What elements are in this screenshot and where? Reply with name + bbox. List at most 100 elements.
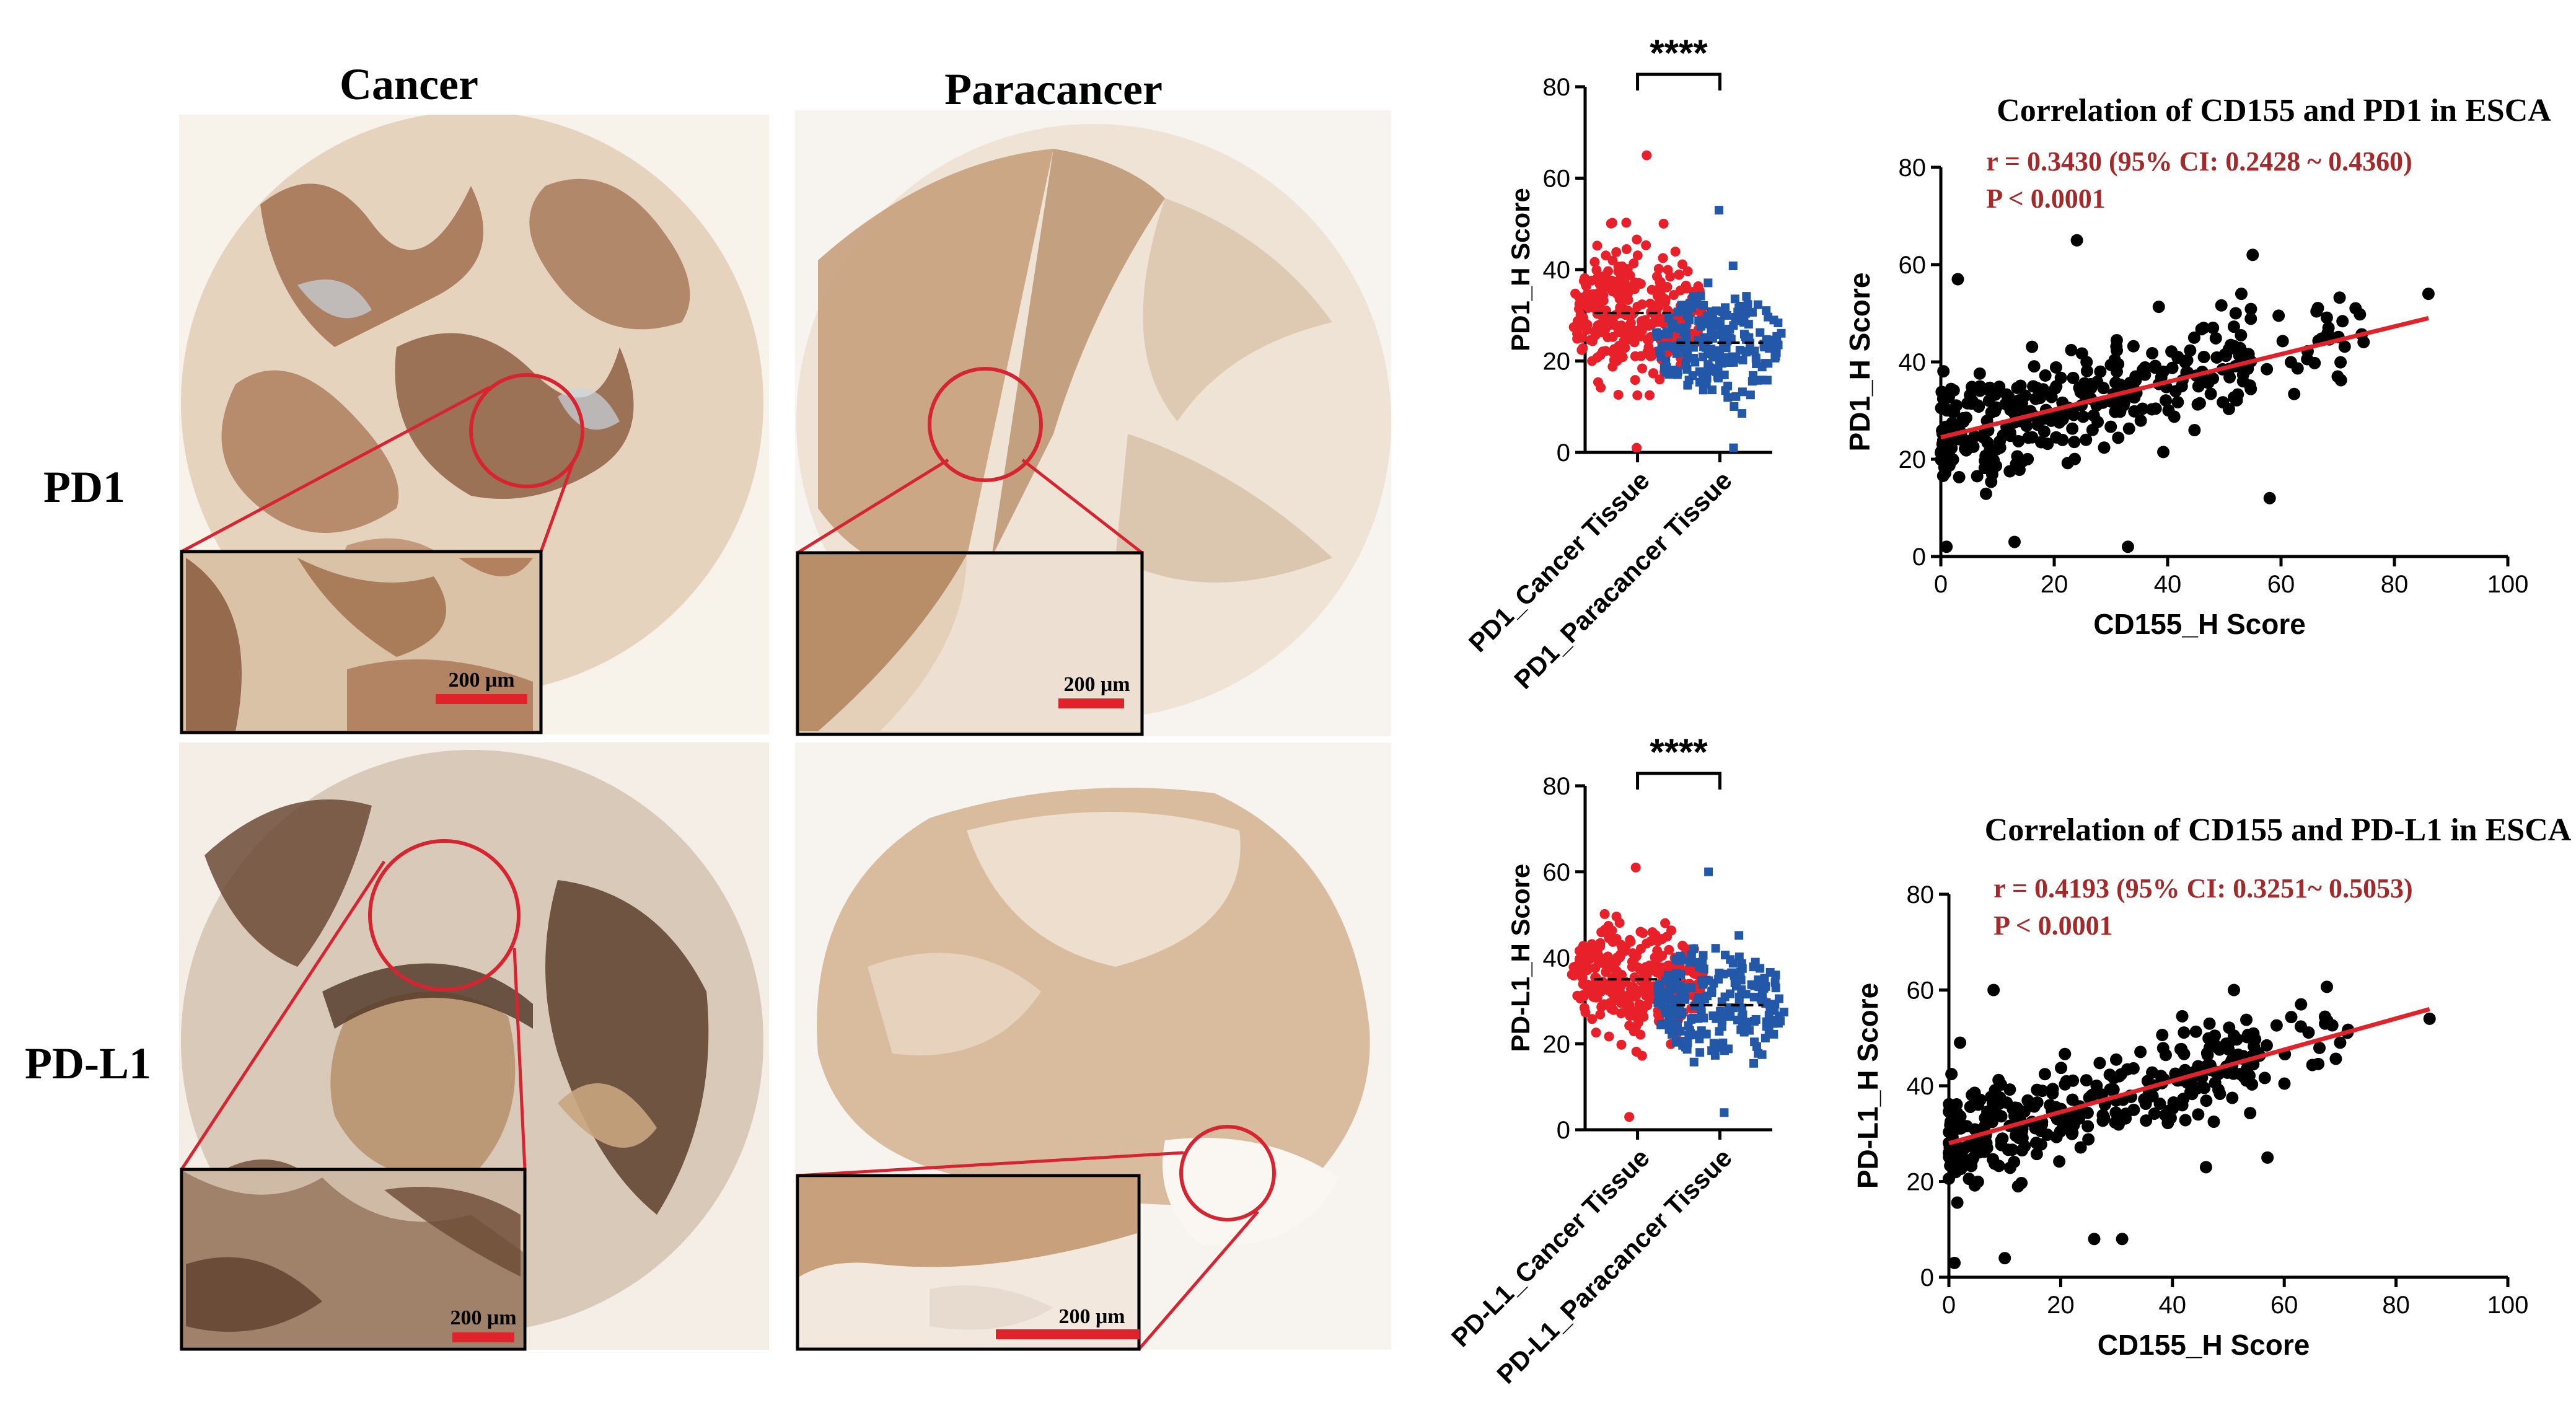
scalebar-label: 200 μm — [1058, 1305, 1125, 1328]
data-point — [1624, 999, 1635, 1010]
data-point — [1576, 952, 1587, 962]
data-point — [2070, 234, 2083, 247]
x-tick-label: 60 — [2270, 1292, 2298, 1319]
data-point — [1726, 1012, 1735, 1021]
data-point — [2197, 350, 2210, 363]
data-point — [2107, 1083, 2120, 1096]
data-point — [2318, 1010, 2331, 1023]
data-point — [2168, 410, 2181, 423]
data-point — [2306, 1058, 2319, 1072]
data-point — [1998, 1252, 2011, 1265]
data-point — [1714, 206, 1723, 215]
data-point — [2091, 415, 2104, 428]
data-point — [1750, 346, 1759, 356]
data-point — [1992, 1073, 2005, 1086]
data-point — [1750, 1037, 1759, 1047]
data-point — [2207, 322, 2220, 335]
data-point — [2334, 356, 2347, 369]
y-axis-label: PD-L1_H Score — [1852, 983, 1884, 1189]
data-point — [1960, 1120, 1973, 1133]
data-point — [1577, 972, 1588, 983]
data-point — [1779, 1008, 1788, 1017]
data-point — [1771, 351, 1780, 361]
data-point — [1985, 468, 1998, 481]
data-point — [1742, 1018, 1751, 1027]
data-point — [2080, 364, 2093, 377]
y-tick-label: 60 — [1907, 977, 1935, 1005]
data-point — [1676, 970, 1686, 979]
data-point — [2234, 1068, 2247, 1081]
data-point — [2136, 402, 2149, 415]
data-point — [1738, 1003, 1747, 1013]
data-point — [2050, 431, 2063, 444]
data-point — [2074, 1141, 2087, 1154]
y-tick-label: 0 — [1920, 1264, 1934, 1292]
data-point — [1651, 271, 1662, 282]
y-tick-label: 80 — [1543, 773, 1571, 800]
data-point — [1658, 218, 1669, 229]
data-point — [1683, 351, 1692, 360]
data-point — [2179, 1114, 2192, 1127]
data-point — [1692, 299, 1702, 309]
data-point — [2136, 363, 2149, 376]
data-point — [1739, 1028, 1749, 1037]
data-point — [1704, 366, 1713, 376]
x-tick-label: 40 — [2154, 571, 2182, 598]
data-point — [1963, 1138, 1976, 1151]
column-header-paracancer: Paracancer — [944, 64, 1163, 114]
data-point — [1616, 1039, 1627, 1050]
chart-title: Correlation of CD155 and PD-L1 in ESCA — [1985, 812, 2572, 848]
data-point — [1994, 441, 2007, 454]
data-point — [1674, 269, 1684, 279]
data-point — [1624, 1112, 1635, 1122]
data-point — [1602, 999, 1612, 1010]
data-point — [2228, 1029, 2241, 1042]
data-point — [1987, 984, 2000, 997]
data-point — [1573, 323, 1583, 334]
data-point — [2008, 1101, 2021, 1114]
data-point — [2085, 381, 2098, 394]
data-point — [1601, 346, 1611, 356]
data-point — [1718, 307, 1728, 317]
data-point — [2258, 1072, 2271, 1085]
data-point — [2152, 301, 2165, 314]
y-tick-label: 20 — [1899, 446, 1927, 473]
data-point — [1642, 150, 1652, 161]
data-point — [2109, 1053, 2122, 1066]
data-point — [2226, 1091, 2239, 1104]
data-point — [1726, 335, 1736, 344]
data-point — [1731, 392, 1741, 401]
data-point — [1604, 1031, 1614, 1042]
column-header-cancer: Cancer — [340, 59, 478, 109]
data-point — [2153, 1098, 2166, 1111]
data-point — [2050, 1130, 2063, 1143]
data-point — [1656, 1020, 1666, 1029]
data-point — [1683, 381, 1692, 390]
data-point — [1947, 384, 1960, 397]
data-point — [1719, 969, 1728, 979]
data-point — [1582, 320, 1593, 330]
data-point — [1660, 918, 1671, 928]
data-point — [1762, 376, 1772, 385]
data-point — [2011, 450, 2024, 463]
data-point — [1746, 390, 1755, 400]
data-point — [1629, 307, 1639, 318]
data-point — [2096, 1114, 2109, 1127]
data-point — [1663, 970, 1673, 980]
data-point — [1953, 470, 1966, 483]
scalebar-label: 200 μm — [448, 669, 514, 692]
data-point — [1681, 1042, 1690, 1052]
x-axis-label: CD155_H Score — [2093, 608, 2306, 640]
data-point — [2209, 332, 2222, 345]
data-point — [1761, 1034, 1770, 1043]
data-point — [2110, 365, 2123, 378]
data-point — [2038, 425, 2051, 438]
data-point — [2029, 1137, 2042, 1150]
data-point — [1730, 978, 1739, 987]
scalebar-label: 200 μm — [450, 1306, 516, 1329]
data-point — [2054, 371, 2067, 384]
data-point — [1721, 343, 1731, 353]
data-point — [2171, 395, 2184, 408]
data-point — [1720, 992, 1730, 1001]
